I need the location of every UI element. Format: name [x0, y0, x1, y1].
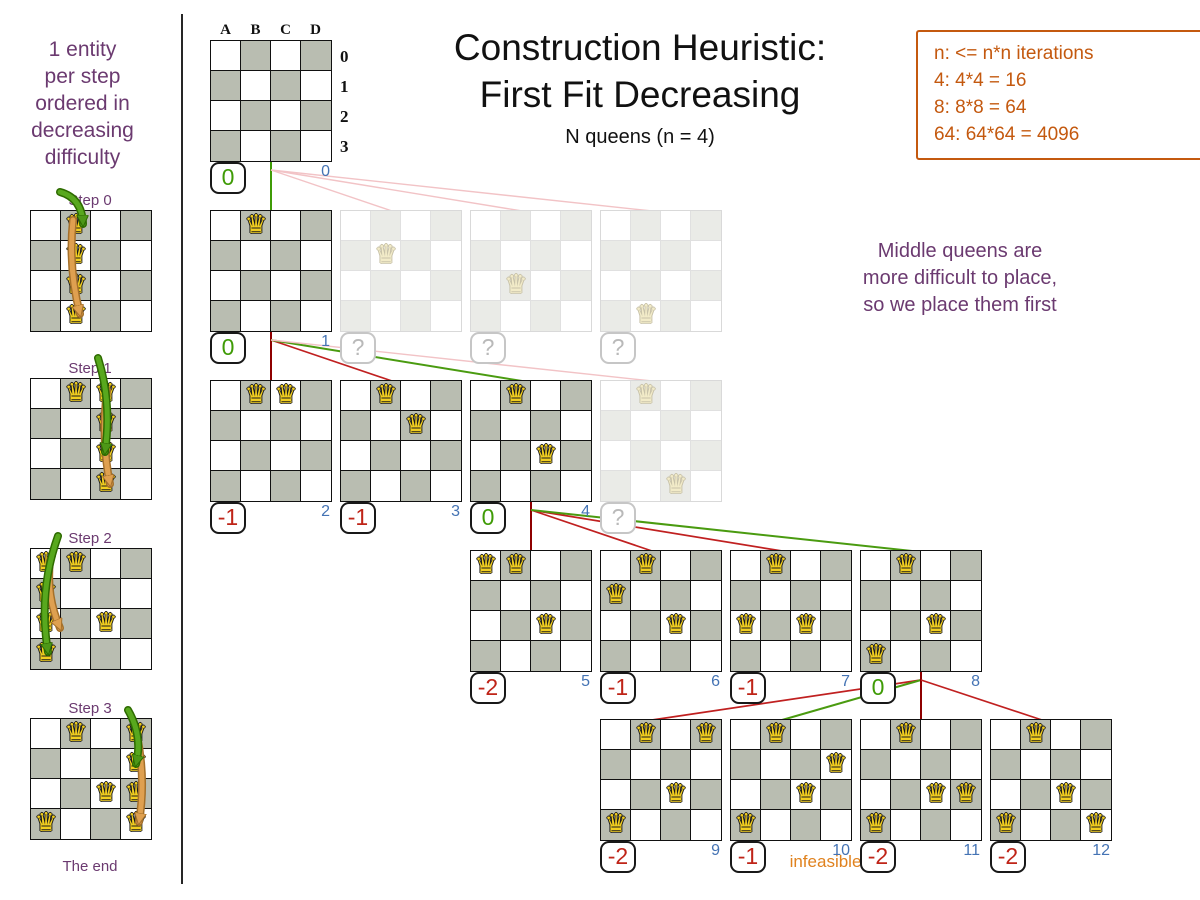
- middle-note-line: more difficult to place,: [862, 267, 1058, 289]
- note-line: n: <= n*n iterations: [934, 43, 1094, 64]
- intro-line: 1 entity: [48, 38, 117, 61]
- subtitle: N queens (n = 4): [565, 126, 715, 148]
- tree-edge-green: [270, 339, 523, 382]
- intro-line: decreasing: [31, 119, 134, 142]
- end-label: The end: [62, 858, 118, 875]
- header: Construction Heuristic: First Fit Decrea…: [340, 24, 940, 150]
- intro-line: difficulty: [44, 146, 121, 169]
- page-title-line-2: First Fit Decreasing: [479, 74, 801, 115]
- divider-line: [181, 14, 183, 884]
- middle-note-line: so we place them first: [863, 294, 1057, 316]
- tree-edge-red: [270, 339, 393, 382]
- note-line: 4: 4*4 = 16: [934, 70, 1027, 91]
- tree-edge-pink: [270, 169, 523, 212]
- tree-edge-pink: [270, 169, 653, 212]
- middle-queens-note: Middle queens are more difficult to place…: [845, 238, 1075, 319]
- tree-edge-pink: [270, 169, 393, 212]
- note-line: 64: 64*64 = 4096: [934, 124, 1080, 145]
- tree-edge-pink: [270, 339, 653, 382]
- tree-edge-red: [530, 509, 653, 552]
- middle-note-line: Middle queens are: [877, 240, 1043, 262]
- iterations-note-box: n: <= n*n iterations 4: 4*4 = 16 8: 8*8 = …: [916, 30, 1200, 160]
- page-title-line-1: Construction Heuristic:: [453, 27, 827, 68]
- tree-edge-red: [530, 509, 783, 552]
- note-line: 8: 8*8 = 64: [934, 97, 1027, 118]
- tree-edge-red: [920, 679, 1043, 721]
- tree-edge-green: [781, 679, 922, 721]
- tree-edge-green: [530, 509, 913, 552]
- sidebar-intro-text: 1 entity per step ordered in decreasing diff…: [0, 36, 165, 171]
- intro-line: per step: [44, 65, 121, 88]
- intro-line: ordered in: [35, 92, 130, 115]
- tree-edge-red: [651, 679, 922, 721]
